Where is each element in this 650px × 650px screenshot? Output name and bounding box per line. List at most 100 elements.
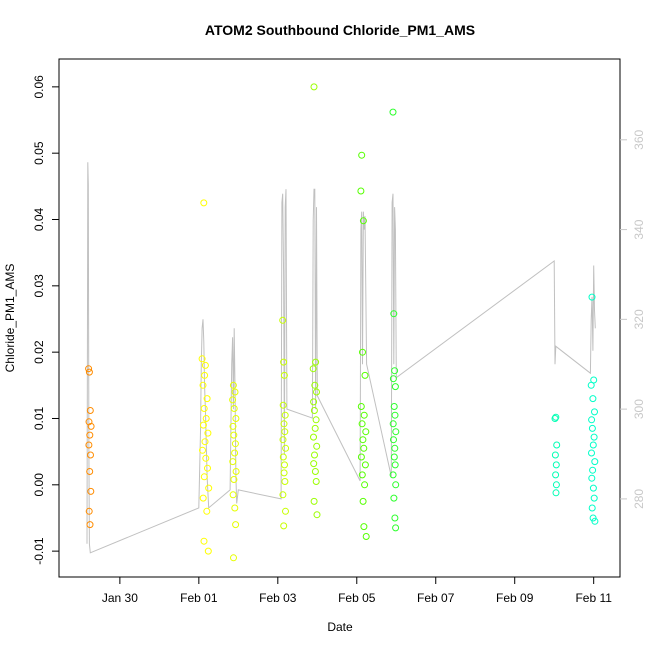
data-point-1-2 xyxy=(201,361,209,369)
data-point-2-2 xyxy=(229,396,237,404)
data-point-4-4 xyxy=(313,388,320,396)
data-point-6-1 xyxy=(390,310,398,318)
data-point-2-6 xyxy=(230,431,238,439)
data-point-2-5 xyxy=(229,422,237,430)
data-point-5-0 xyxy=(358,151,366,159)
data-point-3-6 xyxy=(281,428,289,436)
data-point-6-13 xyxy=(389,471,397,479)
x-tick-label: Feb 07 xyxy=(417,591,455,605)
data-point-5-16 xyxy=(360,523,368,531)
data-point-4-14 xyxy=(312,478,320,485)
data-point-6-12 xyxy=(391,461,399,469)
x-tick-label: Feb 03 xyxy=(259,591,297,605)
data-point-8-16 xyxy=(589,514,597,522)
data-point-3-2 xyxy=(280,371,288,379)
data-point-4-16 xyxy=(313,511,321,519)
y-tick-label: 0.01 xyxy=(32,406,46,430)
data-point-8-6 xyxy=(588,424,596,432)
data-point-0-8 xyxy=(86,468,94,475)
data-point-8-5 xyxy=(588,416,596,424)
data-point-2-3 xyxy=(230,405,238,412)
data-point-3-0 xyxy=(279,316,287,324)
data-point-8-2 xyxy=(587,381,595,389)
data-point-6-16 xyxy=(391,514,399,522)
data-point-8-14 xyxy=(590,494,598,502)
data-point-1-15 xyxy=(205,484,213,492)
y-tick-label: 0.03 xyxy=(32,274,46,298)
data-point-5-14 xyxy=(361,481,369,489)
data-point-5-12 xyxy=(361,461,369,469)
data-point-1-7 xyxy=(202,415,210,422)
data-point-8-17 xyxy=(591,517,599,525)
data-point-2-1 xyxy=(231,388,239,396)
data-point-8-0 xyxy=(588,293,596,301)
data-point-5-2 xyxy=(359,217,367,225)
data-point-1-0 xyxy=(200,199,208,207)
data-point-3-5 xyxy=(280,420,288,428)
data-point-6-14 xyxy=(392,481,400,489)
data-point-1-4 xyxy=(199,381,207,389)
data-point-5-13 xyxy=(358,471,366,479)
data-point-5-17 xyxy=(362,533,370,540)
right-y-tick-label: 300 xyxy=(632,399,646,419)
data-point-5-1 xyxy=(357,187,365,195)
data-point-1-13 xyxy=(204,464,211,472)
data-point-5-7 xyxy=(358,420,366,428)
data-point-6-2 xyxy=(391,367,399,375)
data-point-2-15 xyxy=(230,554,237,562)
data-point-4-6 xyxy=(310,407,318,414)
data-point-5-4 xyxy=(361,371,369,379)
data-point-6-6 xyxy=(391,411,399,419)
data-point-6-5 xyxy=(390,403,398,410)
x-axis-label: Date xyxy=(327,620,353,634)
data-point-3-12 xyxy=(281,478,289,485)
data-point-3-1 xyxy=(280,358,288,366)
data-point-2-13 xyxy=(231,504,239,512)
plot-frame xyxy=(58,58,621,578)
data-point-3-15 xyxy=(280,522,288,530)
right-y-tick-label: 340 xyxy=(632,219,646,239)
data-point-1-10 xyxy=(201,438,209,446)
data-point-7-1 xyxy=(551,415,559,422)
y-tick-label: 0.04 xyxy=(32,208,46,232)
x-tick-label: Feb 01 xyxy=(180,591,218,605)
data-point-0-11 xyxy=(86,521,94,529)
data-point-0-4 xyxy=(87,422,95,430)
right-y-axis: 280 300 320 340 360 xyxy=(620,129,646,509)
data-point-1-19 xyxy=(204,547,212,555)
data-point-4-12 xyxy=(310,460,318,468)
data-point-6-3 xyxy=(389,375,397,383)
data-point-7-0 xyxy=(552,413,560,421)
data-point-2-7 xyxy=(231,440,239,448)
data-point-1-16 xyxy=(199,494,207,502)
data-point-4-9 xyxy=(310,433,317,441)
data-point-3-11 xyxy=(280,469,288,477)
data-point-0-10 xyxy=(85,507,93,515)
data-point-3-10 xyxy=(281,461,288,469)
data-point-2-14 xyxy=(232,521,240,529)
data-point-6-11 xyxy=(390,453,398,461)
data-point-6-9 xyxy=(390,436,397,444)
data-point-6-7 xyxy=(389,420,397,428)
data-point-4-0 xyxy=(310,83,318,91)
data-point-4-5 xyxy=(310,398,318,406)
data-point-5-10 xyxy=(360,444,368,452)
data-point-8-9 xyxy=(588,449,595,457)
data-point-3-13 xyxy=(279,491,287,499)
data-point-7-5 xyxy=(552,471,560,479)
data-point-7-6 xyxy=(552,481,560,489)
data-point-2-8 xyxy=(231,449,239,457)
data-point-3-9 xyxy=(279,453,287,461)
data-point-6-15 xyxy=(390,494,398,502)
y-axis-label: Chloride_PM1_AMS xyxy=(3,264,17,373)
data-point-8-12 xyxy=(588,474,596,482)
altitude-line-layer xyxy=(86,162,596,554)
data-point-3-3 xyxy=(279,401,287,409)
data-point-5-8 xyxy=(362,428,370,436)
data-point-0-1 xyxy=(85,368,93,376)
altitude-line xyxy=(86,162,596,554)
data-point-0-2 xyxy=(86,407,94,414)
data-point-1-12 xyxy=(202,454,210,462)
data-point-5-9 xyxy=(359,436,367,444)
data-point-6-8 xyxy=(392,428,400,436)
